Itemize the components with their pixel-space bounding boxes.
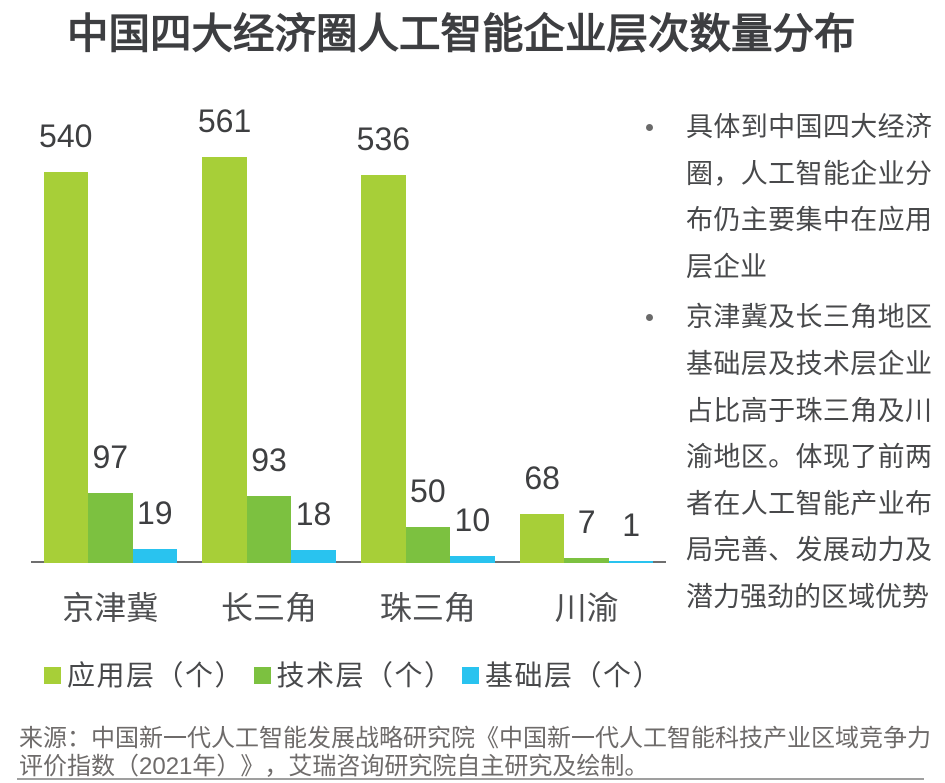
category-label-长三角: 长三角 [221, 590, 318, 626]
category-label-珠三角: 珠三角 [379, 590, 476, 626]
chart-legend: 应用层（个） 技术层（个） 基础层（个） [0, 660, 680, 692]
note-bullet-item: 具体到中国四大经济圈，人工智能企业分布仍主要集中在应用层企业 [630, 104, 932, 290]
bar-value-label: 10 [454, 501, 491, 538]
insight-notes: 具体到中国四大经济圈，人工智能企业分布仍主要集中在应用层企业京津冀及长三角地区基… [630, 104, 932, 621]
legend-swatch-icon [44, 667, 61, 684]
bar-value-label: 50 [410, 472, 446, 509]
bar-value-label: 18 [295, 495, 332, 532]
bar-技术层（个）-川渝 [564, 557, 609, 563]
bar-技术层（个）-京津冀 [88, 492, 133, 563]
note-bullet-item: 京津冀及长三角地区基础层及技术层企业占比高于珠三角及川渝地区。体现了前两者在人工… [630, 294, 932, 620]
legend-label: 基础层（个） [485, 660, 663, 691]
bar-技术层（个）-珠三角 [405, 526, 451, 563]
category-label-京津冀: 京津冀 [62, 590, 159, 626]
bar-value-label: 97 [92, 438, 129, 475]
note-text: 京津冀及长三角地区基础层及技术层企业占比高于珠三角及川渝地区。体现了前两者在人工… [686, 302, 932, 612]
bar-value-label: 1 [622, 506, 641, 543]
bar-value-label: 93 [251, 441, 287, 478]
bottom-divider-line [17, 778, 924, 780]
legend-item-基础层（个）: 基础层（个） [462, 660, 662, 691]
bar-技术层（个）-长三角 [246, 495, 292, 563]
legend-swatch-icon [253, 667, 271, 684]
x-axis-category-labels: 京津冀 长三角 珠三角 川渝 [31, 590, 666, 626]
category-label-川渝: 川渝 [554, 590, 619, 626]
x-axis-line [31, 561, 666, 563]
legend-label: 技术层（个） [276, 660, 454, 691]
legend-item-技术层（个）: 技术层（个） [253, 660, 454, 691]
bar-value-label: 19 [136, 495, 173, 532]
chart-title: 中国四大经济圈人工智能企业层次数量分布 [67, 10, 856, 57]
note-text: 具体到中国四大经济圈，人工智能企业分布仍主要集中在应用层企业 [686, 112, 932, 282]
bar-value-label: 7 [577, 503, 596, 540]
source-attribution: 来源：中国新一代人工智能发展战略研究院《中国新一代人工智能科技产业区域竞争力评价… [19, 725, 931, 780]
bar-基础层（个）-长三角 [291, 549, 336, 563]
bar-value-label: 536 [356, 121, 411, 158]
bar-value-label: 68 [524, 459, 560, 496]
bar-基础层（个）-珠三角 [450, 555, 495, 563]
bullet-dot-icon [646, 314, 653, 322]
bar-基础层（个）-川渝 [608, 560, 654, 563]
bar-应用层（个）-珠三角 [361, 175, 406, 563]
bar-chart-plot-area: 540 561 536 68 97 93 50 7 19 18 10 1 [31, 101, 666, 563]
bullet-dot-icon [646, 124, 653, 131]
bar-应用层（个）-长三角 [202, 157, 247, 563]
legend-swatch-icon [462, 667, 479, 684]
bar-应用层（个）-京津冀 [43, 172, 88, 563]
legend-label: 应用层（个） [67, 660, 245, 691]
legend-item-应用层（个）: 应用层（个） [44, 660, 244, 691]
bar-应用层（个）-川渝 [519, 513, 565, 563]
bar-value-label: 561 [197, 103, 252, 140]
bar-value-label: 540 [39, 118, 93, 155]
bar-基础层（个）-京津冀 [132, 549, 177, 563]
